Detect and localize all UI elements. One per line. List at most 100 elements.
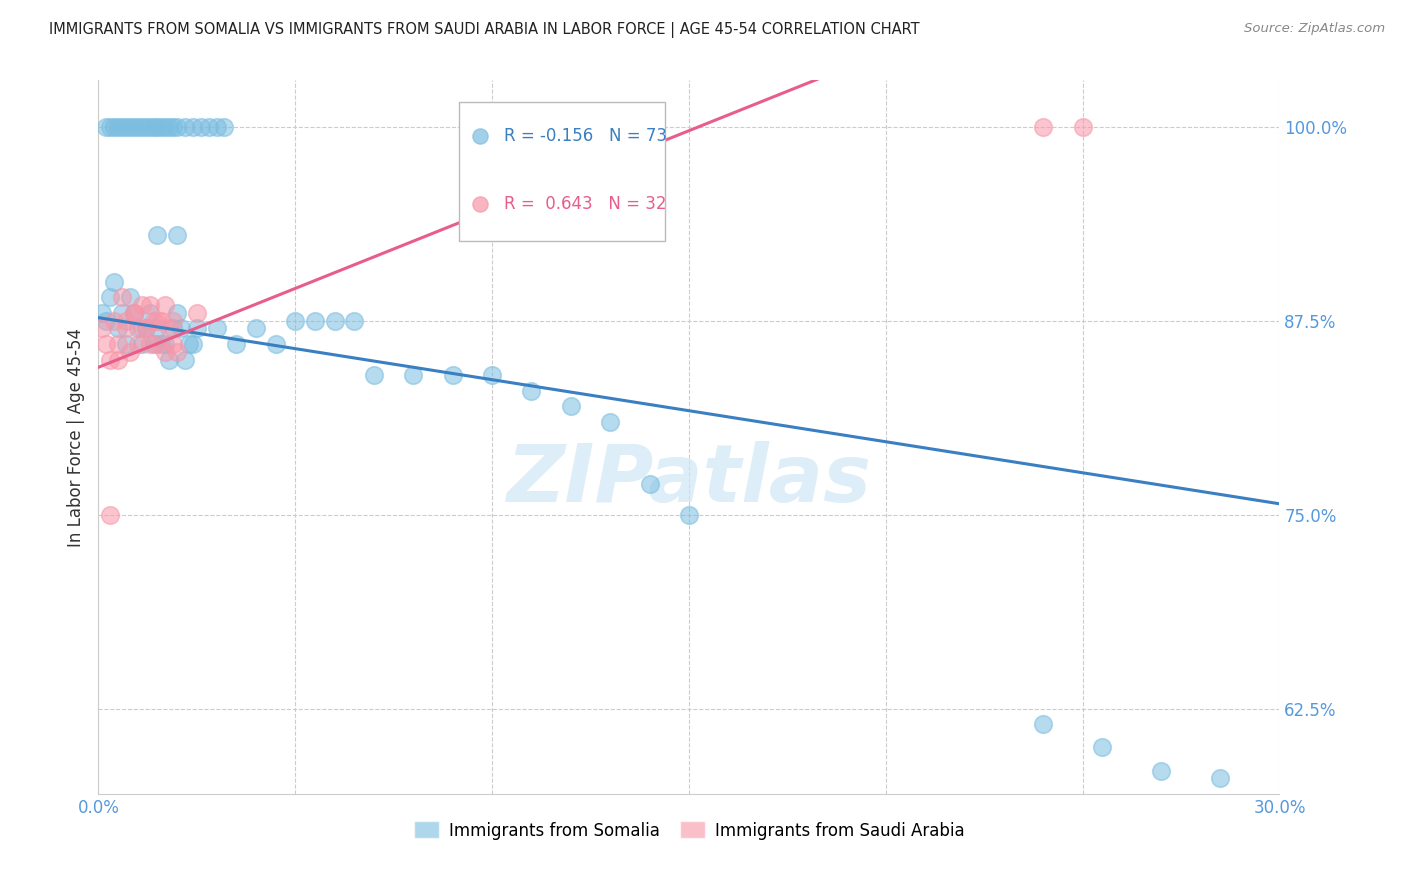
Point [122,120,145,134]
Point [111,120,134,134]
Point [599,415,621,429]
Legend: Immigrants from Somalia, Immigrants from Saudi Arabia: Immigrants from Somalia, Immigrants from… [406,814,972,847]
Point [135,321,157,335]
Point [304,314,326,328]
Point [197,120,219,134]
Text: R = -0.156   N = 73: R = -0.156 N = 73 [503,127,666,145]
Point [264,337,287,351]
Point [162,321,184,335]
Point [174,352,197,367]
Point [170,321,193,335]
Text: ZIPatlas: ZIPatlas [506,441,872,519]
Point [186,321,208,335]
Point [91,321,114,335]
Point [155,337,177,351]
Point [103,120,125,134]
Point [138,298,160,312]
Point [115,120,138,134]
Point [157,321,180,335]
Point [181,337,204,351]
Point [135,321,157,335]
Text: R =  0.643   N = 32: R = 0.643 N = 32 [503,194,666,212]
Point [98,120,121,134]
Point [96,314,118,328]
Point [131,337,153,351]
Point [157,352,180,367]
Point [205,321,228,335]
Point [111,306,134,320]
Point [150,337,173,351]
Point [190,120,212,134]
Point [1150,764,1173,778]
Point [111,290,134,304]
Point [155,344,177,359]
Point [162,314,184,328]
Point [118,344,141,359]
Point [127,120,149,134]
Y-axis label: In Labor Force | Age 45-54: In Labor Force | Age 45-54 [66,327,84,547]
Point [245,321,267,335]
Point [402,368,425,382]
Point [138,306,160,320]
Point [1358,241,1381,255]
Point [678,508,700,522]
Point [127,337,149,351]
Point [520,384,543,398]
Point [146,321,169,335]
Point [481,368,503,382]
Point [150,120,173,134]
Point [96,120,118,134]
Point [343,314,366,328]
Point [162,120,184,134]
Point [1071,120,1094,134]
Point [166,228,188,243]
Point [107,352,129,367]
Point [155,298,177,312]
Point [96,337,118,351]
Point [174,120,197,134]
Point [122,306,145,320]
Point [162,337,184,351]
Point [363,368,385,382]
Point [103,275,125,289]
Point [1032,717,1054,731]
Point [146,314,169,328]
Point [118,120,141,134]
FancyBboxPatch shape [458,102,665,241]
Point [122,306,145,320]
Point [131,298,153,312]
Point [146,120,169,134]
Point [98,508,121,522]
Point [166,344,188,359]
Point [166,120,188,134]
Point [107,321,129,335]
Point [1209,772,1232,786]
Point [181,120,204,134]
Point [146,337,169,351]
Point [138,120,160,134]
Point [98,290,121,304]
Point [177,337,200,351]
Point [166,306,188,320]
Point [115,337,138,351]
Point [115,314,138,328]
Point [560,399,582,413]
Point [1032,120,1054,134]
Point [323,314,346,328]
Point [107,120,129,134]
Point [142,337,165,351]
Point [131,120,153,134]
Point [107,337,129,351]
Point [142,120,165,134]
Text: IMMIGRANTS FROM SOMALIA VS IMMIGRANTS FROM SAUDI ARABIA IN LABOR FORCE | AGE 45-: IMMIGRANTS FROM SOMALIA VS IMMIGRANTS FR… [49,22,920,38]
Point [186,306,208,320]
Point [284,314,307,328]
Point [118,290,141,304]
Point [214,120,236,134]
Point [91,306,114,320]
Point [127,321,149,335]
Point [157,120,180,134]
Point [1358,388,1381,402]
Point [150,314,173,328]
Point [142,314,165,328]
